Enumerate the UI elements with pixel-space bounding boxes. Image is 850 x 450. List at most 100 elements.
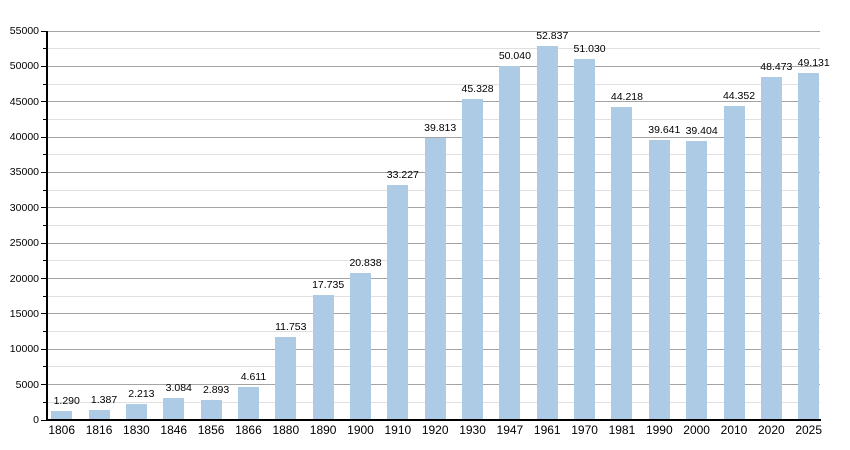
y-major-tick xyxy=(41,419,46,421)
y-major-tick xyxy=(41,65,46,67)
x-axis-label: 1947 xyxy=(496,423,524,437)
bar-value-label: 20.838 xyxy=(349,256,382,269)
minor-gridline xyxy=(47,48,820,50)
y-major-tick xyxy=(41,348,46,350)
minor-gridline xyxy=(47,118,820,120)
x-axis-label: 1890 xyxy=(309,423,337,437)
x-axis-label: 1990 xyxy=(645,423,673,437)
bar-value-label: 44.218 xyxy=(610,91,643,104)
major-gridline xyxy=(47,136,820,138)
major-gridline xyxy=(47,30,820,32)
y-minor-tick xyxy=(43,154,47,156)
population-bar xyxy=(312,294,334,420)
population-bar xyxy=(237,387,259,420)
y-major-tick xyxy=(41,101,46,103)
x-axis-label: 1880 xyxy=(272,423,300,437)
population-bar xyxy=(275,336,297,420)
bar-value-label: 45.328 xyxy=(461,83,494,96)
y-major-tick xyxy=(41,30,46,32)
population-bar xyxy=(536,46,558,420)
bar-value-label: 52.837 xyxy=(536,30,569,43)
bar-value-label: 48.473 xyxy=(760,61,793,74)
y-minor-tick xyxy=(43,366,47,368)
population-bar xyxy=(648,139,670,420)
population-bar xyxy=(350,272,371,420)
x-axis-label: 2000 xyxy=(683,423,710,437)
y-axis-label: 5000 xyxy=(15,378,39,391)
population-bar xyxy=(499,66,521,420)
bar-value-label: 17.735 xyxy=(312,278,345,291)
bar-value-label: 39.813 xyxy=(424,122,457,135)
bar-value-label: 2.213 xyxy=(128,388,155,401)
x-axis-label: 1806 xyxy=(48,423,76,437)
y-axis-label: 20000 xyxy=(9,272,39,285)
y-minor-tick xyxy=(43,401,47,403)
y-major-tick xyxy=(41,313,46,315)
x-axis-label: 1900 xyxy=(347,423,374,437)
x-axis-label: 1816 xyxy=(85,423,113,437)
population-bar xyxy=(200,399,222,420)
x-axis-label: 1970 xyxy=(571,423,598,437)
x-axis-label: 1981 xyxy=(608,423,636,437)
y-minor-tick xyxy=(43,225,47,226)
y-axis-label: 40000 xyxy=(9,131,39,144)
plot-area: 1.290 1.387 2.213 3.084 2.893 4.611 11.753 17.7… xyxy=(47,30,830,420)
population-bar xyxy=(760,77,782,420)
x-axis-label: 1930 xyxy=(459,423,486,437)
bar-value-label: 1.290 xyxy=(53,394,80,407)
x-axis-label: 1920 xyxy=(421,423,449,437)
population-bar xyxy=(424,138,446,420)
population-bar xyxy=(611,107,633,420)
bar-value-label: 33.227 xyxy=(386,168,419,181)
population-bar xyxy=(798,72,820,420)
y-axis-label: 10000 xyxy=(9,343,39,356)
y-minor-tick xyxy=(43,48,47,50)
x-axis-label: 1856 xyxy=(197,423,225,437)
population-bar xyxy=(686,141,708,420)
population-bar xyxy=(51,410,73,420)
y-minor-tick xyxy=(43,260,47,262)
y-major-tick xyxy=(41,136,46,138)
y-axis-label: 0 xyxy=(33,414,39,426)
minor-gridline xyxy=(47,83,820,85)
y-major-tick xyxy=(41,171,46,173)
y-axis-label: 35000 xyxy=(9,166,39,179)
bar-value-label: 44.352 xyxy=(722,90,756,103)
population-bar xyxy=(723,106,745,420)
major-gridline xyxy=(47,101,820,103)
y-major-tick xyxy=(41,278,46,280)
y-minor-tick xyxy=(43,295,47,297)
bar-value-label: 49.131 xyxy=(797,56,830,69)
y-minor-tick xyxy=(43,331,47,333)
y-minor-tick xyxy=(43,189,47,191)
y-axis-line xyxy=(46,31,48,421)
x-axis-label: 1866 xyxy=(235,423,262,437)
x-axis-label: 1846 xyxy=(160,423,188,437)
population-bar xyxy=(574,59,596,420)
x-axis-line xyxy=(46,419,821,421)
population-bar xyxy=(125,404,147,420)
x-axis-label: 2025 xyxy=(795,423,823,437)
bar-value-label: 50.040 xyxy=(498,50,531,63)
population-bar xyxy=(88,410,110,420)
x-axis-label: 2020 xyxy=(757,423,785,437)
bar-value-label: 1.387 xyxy=(90,394,118,407)
y-axis-label: 55000 xyxy=(9,25,39,37)
y-axis-label: 25000 xyxy=(9,237,39,250)
population-bar xyxy=(387,184,409,420)
bar-value-label: 11.753 xyxy=(275,320,307,333)
y-axis-label: 45000 xyxy=(9,95,39,108)
x-axis-label: 2010 xyxy=(720,423,748,437)
population-bar xyxy=(462,99,484,420)
y-major-tick xyxy=(41,207,46,209)
x-axis-label: 1910 xyxy=(384,423,412,437)
y-minor-tick xyxy=(43,83,47,85)
y-axis-label: 15000 xyxy=(9,307,39,320)
y-axis-label: 50000 xyxy=(9,60,39,73)
bar-value-label: 4.611 xyxy=(240,371,267,384)
bar-value-label: 51.030 xyxy=(573,43,606,56)
bar-value-label: 39.404 xyxy=(685,125,718,138)
population-bar xyxy=(163,398,185,420)
bar-value-label: 3.084 xyxy=(165,382,192,395)
